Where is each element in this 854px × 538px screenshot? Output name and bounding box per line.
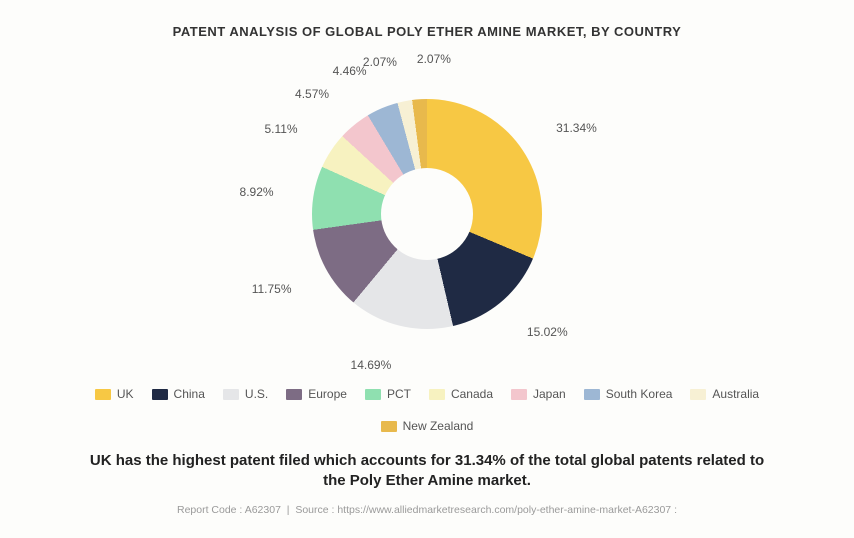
legend-item: China: [152, 387, 205, 401]
slice-label: 31.34%: [556, 121, 597, 135]
donut-hole: [381, 168, 473, 260]
legend-label: South Korea: [606, 387, 673, 401]
legend-swatch: [223, 389, 239, 400]
legend-label: U.S.: [245, 387, 268, 401]
legend-swatch: [286, 389, 302, 400]
legend-label: Australia: [712, 387, 759, 401]
legend-swatch: [381, 421, 397, 432]
source-label: Source :: [295, 504, 334, 516]
legend-swatch: [152, 389, 168, 400]
legend-swatch: [429, 389, 445, 400]
legend-swatch: [511, 389, 527, 400]
caption: UK has the highest patent filed which ac…: [0, 447, 854, 502]
source-url: https://www.alliedmarketresearch.com/pol…: [337, 504, 671, 516]
report-code: A62307: [245, 504, 281, 516]
slice-label: 2.07%: [417, 52, 451, 66]
footer: Report Code : A62307 | Source : https://…: [0, 502, 854, 516]
legend-label: PCT: [387, 387, 411, 401]
legend-label: Canada: [451, 387, 493, 401]
slice-label: 15.02%: [527, 325, 568, 339]
legend-item: U.S.: [223, 387, 268, 401]
legend-swatch: [365, 389, 381, 400]
legend-item: South Korea: [584, 387, 673, 401]
slice-label: 8.92%: [240, 185, 274, 199]
legend-label: Japan: [533, 387, 566, 401]
donut-wrap: [312, 99, 542, 329]
slice-label: 14.69%: [351, 358, 392, 372]
legend-item: Australia: [690, 387, 759, 401]
legend-swatch: [95, 389, 111, 400]
slice-label: 5.11%: [264, 122, 297, 136]
chart-title: PATENT ANALYSIS OF GLOBAL POLY ETHER AMI…: [0, 0, 854, 49]
legend-swatch: [584, 389, 600, 400]
legend-label: New Zealand: [403, 419, 474, 433]
legend-item: UK: [95, 387, 134, 401]
legend-label: Europe: [308, 387, 347, 401]
legend-item: Japan: [511, 387, 566, 401]
report-code-label: Report Code :: [177, 504, 242, 516]
legend-swatch: [690, 389, 706, 400]
legend-label: China: [174, 387, 205, 401]
donut-chart: 31.34% 15.02% 14.69% 11.75% 8.92% 5.11% 4.57% 4…: [0, 49, 854, 379]
slice-label: 2.07%: [363, 55, 397, 69]
slice-label: 11.75%: [252, 282, 292, 296]
legend-item: New Zealand: [381, 419, 474, 433]
slice-label: 4.57%: [295, 87, 329, 101]
slice-label: 4.46%: [333, 64, 367, 78]
legend-label: UK: [117, 387, 134, 401]
legend-item: Canada: [429, 387, 493, 401]
legend-item: Europe: [286, 387, 347, 401]
legend-item: PCT: [365, 387, 411, 401]
legend: UK China U.S. Europe PCT Canada Japan South Kor…: [0, 379, 854, 447]
